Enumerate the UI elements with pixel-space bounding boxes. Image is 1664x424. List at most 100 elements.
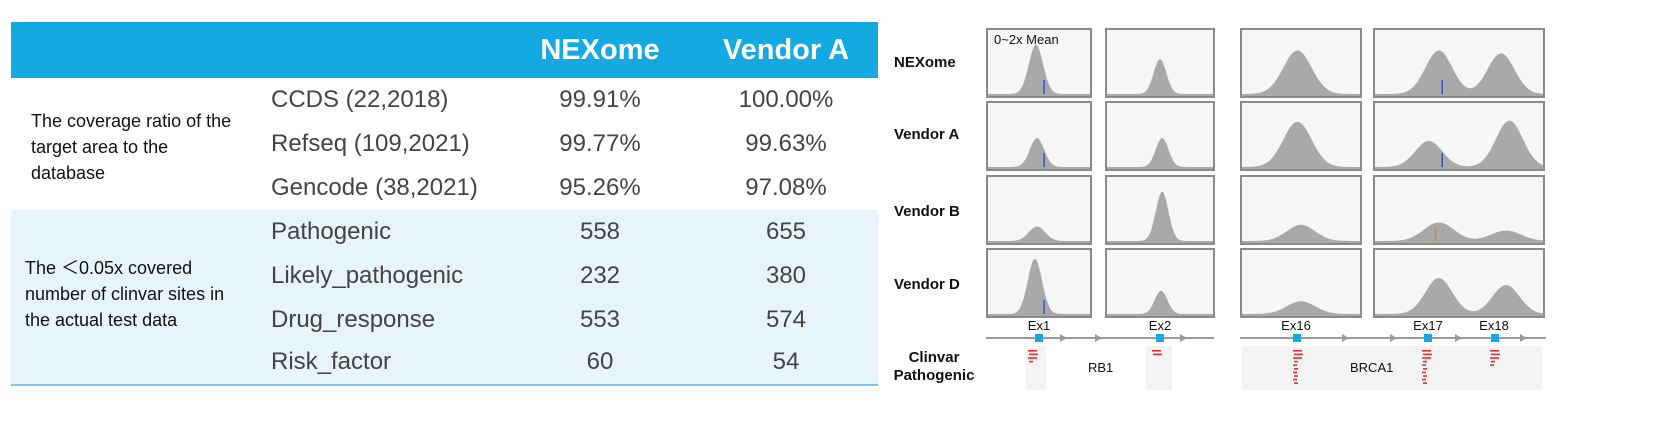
- variant-mark: [1294, 368, 1298, 370]
- coverage-area: [1107, 138, 1213, 169]
- coverage-histogram: [1242, 224, 1360, 243]
- strand-arrow-icon: [1520, 334, 1527, 342]
- coverage-histogram: [988, 138, 1090, 169]
- coverage-histogram: [1107, 59, 1213, 96]
- exon-label-ex16: Ex16: [1281, 318, 1311, 333]
- variant-mark: [1422, 378, 1426, 381]
- coverage-plot-vendor-b-ex1: [986, 175, 1092, 245]
- table-row: CCDS (22,2018) 99.91% 100.00%: [11, 78, 878, 122]
- nexome-value: 553: [579, 306, 621, 333]
- variant-mark: [1293, 378, 1297, 381]
- coverage-area: [1242, 301, 1360, 316]
- vendor-a-value: 380: [765, 262, 807, 289]
- nexome-value: 99.77%: [559, 130, 641, 157]
- variant-mark: [1422, 364, 1426, 366]
- row-name: Gencode (38,2021): [271, 174, 478, 201]
- row-label-vendor-b: Vendor B: [894, 203, 960, 220]
- coverage-plot-vendor-d-ex2: [1105, 248, 1215, 318]
- variant-mark: [1422, 371, 1426, 374]
- variant-mark: [1490, 364, 1494, 366]
- coverage-area: [988, 226, 1090, 243]
- coverage-area: [1375, 120, 1543, 169]
- coverage-area: [1107, 59, 1213, 96]
- coverage-histogram: [988, 258, 1090, 316]
- variant-mark: [1294, 360, 1298, 363]
- coverage-histogram: [1107, 191, 1213, 243]
- exon-label-ex18: Ex18: [1479, 318, 1509, 333]
- clinvar-label-line2: Pathogenic: [893, 367, 975, 384]
- variant-mark: [1294, 382, 1298, 384]
- strand-arrow-icon: [1095, 334, 1102, 342]
- coverage-histogram: [1242, 50, 1360, 96]
- coverage-area: [1242, 224, 1360, 243]
- coverage-area: [1375, 50, 1543, 96]
- nexome-value: 60: [586, 348, 614, 375]
- coverage-area: [1107, 290, 1213, 316]
- nexome-value: 95.26%: [559, 174, 641, 201]
- strand-arrow-icon: [1390, 334, 1397, 342]
- coverage-plot-vendor-a-ex2: [1105, 101, 1215, 171]
- exon-marker-ex18: [1491, 334, 1499, 342]
- coverage-plot-vendor-a-ex16: [1240, 101, 1362, 171]
- clinvar-track-ex2: [1146, 346, 1172, 390]
- clinvar-variant-marks: [1028, 350, 1500, 384]
- group-coverage-ratio: The coverage ratio of the target area to…: [11, 78, 878, 210]
- coverage-area: [1242, 121, 1360, 169]
- exon-label-ex17: Ex17: [1413, 318, 1443, 333]
- vendor-a-value: 655: [765, 218, 807, 245]
- row-name: CCDS (22,2018): [271, 86, 449, 113]
- coverage-plot-vendor-b-ex16: [1240, 175, 1362, 245]
- coverage-histogram: [1107, 290, 1213, 316]
- group-label-coverage-ratio: The coverage ratio of the target area to…: [31, 111, 232, 183]
- coverage-histogram: [1242, 301, 1360, 316]
- coverage-area: [1375, 278, 1543, 316]
- variant-mark: [1423, 360, 1427, 363]
- coverage-histogram: [1242, 121, 1360, 169]
- exon-marker-ex2: [1156, 334, 1164, 342]
- variant-mark: [1293, 371, 1297, 374]
- scale-label: 0~2x Mean: [994, 32, 1059, 47]
- coverage-area: [988, 258, 1090, 316]
- variant-mark: [1152, 350, 1161, 352]
- group-clinvar-sites: The ＜0.05x covered number of clinvar sit…: [11, 210, 878, 386]
- coverage-area: [1375, 222, 1543, 243]
- coverage-plot-nexome-ex2: [1105, 28, 1215, 98]
- coverage-histogram: [988, 226, 1090, 243]
- coverage-histogram: [1375, 278, 1543, 316]
- table-row: Gencode (38,2021) 95.26% 97.08%: [11, 166, 878, 210]
- table-row: Drug_response 553 574: [11, 298, 878, 342]
- variant-mark: [1423, 368, 1427, 370]
- exon-marker-ex17: [1424, 334, 1432, 342]
- table-row: Refseq (109,2021) 99.77% 99.63%: [11, 122, 878, 166]
- coverage-plot-vendor-b-ex2: [1105, 175, 1215, 245]
- variant-mark: [1491, 353, 1500, 356]
- variant-mark: [1490, 350, 1499, 352]
- coverage-histogram: [1375, 50, 1543, 96]
- coverage-area: [988, 44, 1090, 96]
- variant-mark: [1293, 350, 1302, 352]
- nexome-value: 558: [579, 218, 621, 245]
- clinvar-track-ex1: [1026, 346, 1046, 390]
- strand-arrow-icon: [1180, 334, 1187, 342]
- strand-arrow-icon: [1455, 334, 1462, 342]
- header-nexome: NEXome: [540, 34, 660, 66]
- row-name: Risk_factor: [271, 348, 392, 375]
- variant-mark: [1423, 353, 1432, 356]
- coverage-histogram: [1375, 222, 1543, 243]
- variant-mark: [1029, 353, 1038, 356]
- group-label-clinvar-sites: The ＜0.05x covered number of clinvar sit…: [25, 258, 225, 330]
- gene-label-brca1: BRCA1: [1350, 360, 1394, 375]
- clinvar-pathogenic-label: Clinvar Pathogenic: [884, 349, 984, 385]
- coverage-plot-vendor-d-ex1: [986, 248, 1092, 318]
- coverage-histogram: [1107, 138, 1213, 169]
- coverage-plot-vendor-a-ex1: [986, 101, 1092, 171]
- nexome-value: 232: [579, 262, 621, 289]
- exon-marker-ex16: [1293, 334, 1301, 342]
- strand-arrow-icon: [1060, 334, 1067, 342]
- variant-mark: [1028, 350, 1037, 352]
- coverage-plot-nexome-ex1: 0~2x Mean: [986, 28, 1092, 98]
- row-name: Likely_pathogenic: [271, 262, 464, 289]
- vendor-a-value: 574: [765, 306, 807, 333]
- variant-mark: [1423, 375, 1427, 377]
- variant-mark: [1293, 357, 1302, 359]
